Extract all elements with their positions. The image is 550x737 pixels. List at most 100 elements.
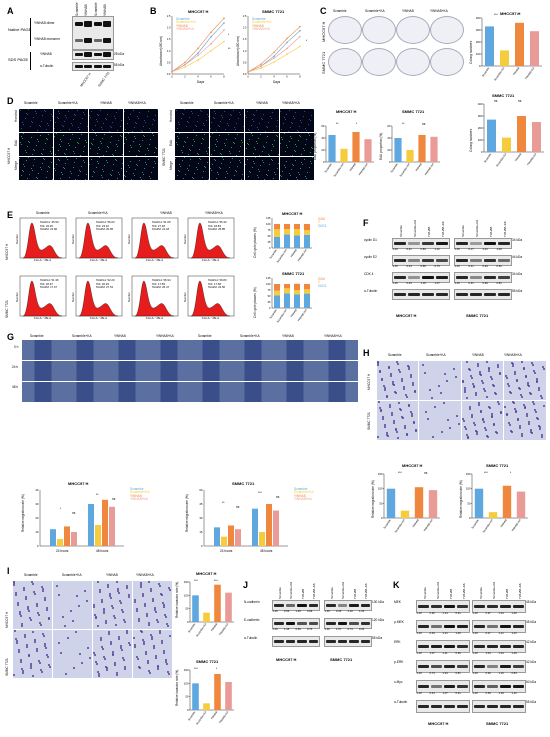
col-label: Scramble bbox=[198, 334, 212, 338]
x-axis-label: FL2-A :: PE-A bbox=[146, 258, 164, 262]
stacked-bar-segment bbox=[294, 283, 300, 290]
colony-dish bbox=[328, 48, 362, 76]
protein-band bbox=[274, 604, 284, 607]
protein-band bbox=[394, 276, 406, 279]
legend-entry: YWHAB bbox=[294, 493, 306, 498]
stacked-bar-segment bbox=[274, 295, 280, 308]
lane-label: Scramble+KA bbox=[413, 219, 418, 237]
band-quantification: 1.04 bbox=[442, 671, 448, 675]
band-quantification: 0.93 bbox=[482, 264, 488, 268]
y-tick-label: 10 bbox=[35, 530, 39, 534]
g2m-percent: %G2M: 25.85 bbox=[208, 227, 226, 231]
data-point bbox=[223, 22, 225, 24]
y-tick-label: 100 bbox=[266, 222, 271, 226]
transwell-image bbox=[376, 400, 418, 440]
x-tick-label: Scramble+KA bbox=[495, 152, 508, 168]
blot-strip bbox=[324, 600, 372, 611]
wound-image bbox=[64, 360, 106, 382]
x-tick-label: Scramble+KA bbox=[332, 162, 345, 178]
y-tick-label: 25 bbox=[268, 300, 271, 304]
y-tick-label: 150 bbox=[184, 580, 189, 584]
panel-label-j: J bbox=[243, 580, 249, 590]
protein-band bbox=[456, 276, 468, 279]
bar bbox=[192, 595, 199, 622]
edu-image-grid-2 bbox=[174, 108, 314, 181]
stacked-bar-segment bbox=[274, 290, 280, 296]
legend-entry: YWHAB+KA bbox=[130, 497, 148, 502]
y-tick-label: 30 bbox=[199, 516, 203, 520]
col-label: YWHAB+KA bbox=[128, 101, 146, 105]
data-point bbox=[260, 67, 262, 69]
protein-band bbox=[474, 685, 485, 688]
significance: * bbox=[228, 33, 230, 37]
protein-band bbox=[360, 604, 370, 607]
data-point bbox=[286, 53, 288, 56]
protein-band bbox=[470, 293, 482, 296]
band-quantification: 1.07 bbox=[434, 281, 440, 285]
cell-cycle-histogram bbox=[190, 280, 231, 317]
micrograph bbox=[53, 156, 88, 181]
legend-entry: S bbox=[318, 220, 321, 225]
micrograph bbox=[174, 108, 210, 132]
bar bbox=[214, 584, 221, 622]
y-tick-label: 2.0 bbox=[243, 26, 247, 30]
chart-title: MHCC97 H bbox=[196, 571, 217, 576]
bar bbox=[259, 532, 265, 546]
stacked-bar-segment bbox=[304, 293, 310, 308]
protein-band bbox=[422, 293, 434, 296]
protein-band bbox=[326, 640, 336, 643]
x-tick-label: Scramble bbox=[382, 518, 392, 530]
sds-page-label: SDS PAGE bbox=[8, 57, 29, 62]
protein-band bbox=[394, 259, 406, 262]
band-quantification: 0.84 bbox=[511, 671, 517, 675]
protein-band bbox=[456, 242, 468, 245]
legend-entry: Scramble+KA bbox=[294, 490, 314, 495]
protein-band bbox=[408, 259, 420, 262]
data-point bbox=[210, 50, 212, 52]
cell-cycle-histogram bbox=[78, 222, 119, 259]
protein-band bbox=[484, 276, 496, 279]
significance: ** bbox=[222, 501, 225, 505]
x-tick-label: 4 bbox=[197, 75, 199, 79]
blot-strip bbox=[416, 700, 470, 713]
transwell-image bbox=[504, 360, 546, 400]
chart-title: MHCC97 H bbox=[282, 211, 303, 216]
stacked-bar-segment bbox=[294, 235, 300, 248]
cell-line-label: SMMC 7721 bbox=[486, 721, 509, 726]
x-tick-label: Scramble bbox=[187, 710, 197, 722]
colony-dish bbox=[396, 16, 430, 44]
protein-band bbox=[418, 645, 429, 648]
transwell-image bbox=[376, 360, 418, 400]
band-quantification: 1.41 bbox=[482, 247, 488, 251]
g0g1-percent: %G0G1: 52.20 bbox=[96, 278, 115, 282]
blot-row-label: α-Tubulin bbox=[394, 700, 408, 704]
wound-image bbox=[106, 360, 148, 382]
x-tick-label: Scramble+KA bbox=[393, 518, 406, 534]
y-tick-label: 40 bbox=[35, 488, 39, 492]
stacked-bar-segment bbox=[284, 288, 290, 294]
protein-band bbox=[513, 705, 524, 708]
row-label: 48 h bbox=[12, 385, 19, 389]
protein-band bbox=[285, 640, 295, 643]
y-tick-label: 100 bbox=[266, 282, 271, 286]
y-tick-label: 0 bbox=[201, 544, 203, 548]
g2m-percent: %G2M: 26.47 bbox=[152, 285, 170, 289]
chart-title: MHCC97 H bbox=[188, 9, 209, 14]
data-point bbox=[273, 61, 275, 63]
chart-title: MHCC97 H bbox=[336, 109, 357, 114]
col-label: Scramble+KA bbox=[426, 353, 446, 357]
x-tick-label: YWHAB bbox=[499, 518, 508, 528]
y-tick-label: 100 bbox=[184, 593, 189, 597]
band-quantification: 0.76 bbox=[307, 627, 313, 631]
y-tick-label: 50 bbox=[268, 294, 271, 298]
data-point bbox=[299, 29, 301, 32]
panel-c: MHCC97 H SMMC 7721 Scramble Scramble+KA … bbox=[320, 0, 550, 92]
x-tick-label: 6 bbox=[210, 75, 212, 79]
bar bbox=[71, 532, 77, 546]
band-quantification: 0.53 bbox=[284, 609, 290, 613]
protein-band bbox=[394, 293, 406, 296]
col-label: Scramble bbox=[388, 353, 402, 357]
lane-label: Scramble bbox=[94, 2, 98, 16]
protein-band bbox=[487, 645, 498, 648]
kda-label: 120 kDa bbox=[372, 618, 384, 622]
